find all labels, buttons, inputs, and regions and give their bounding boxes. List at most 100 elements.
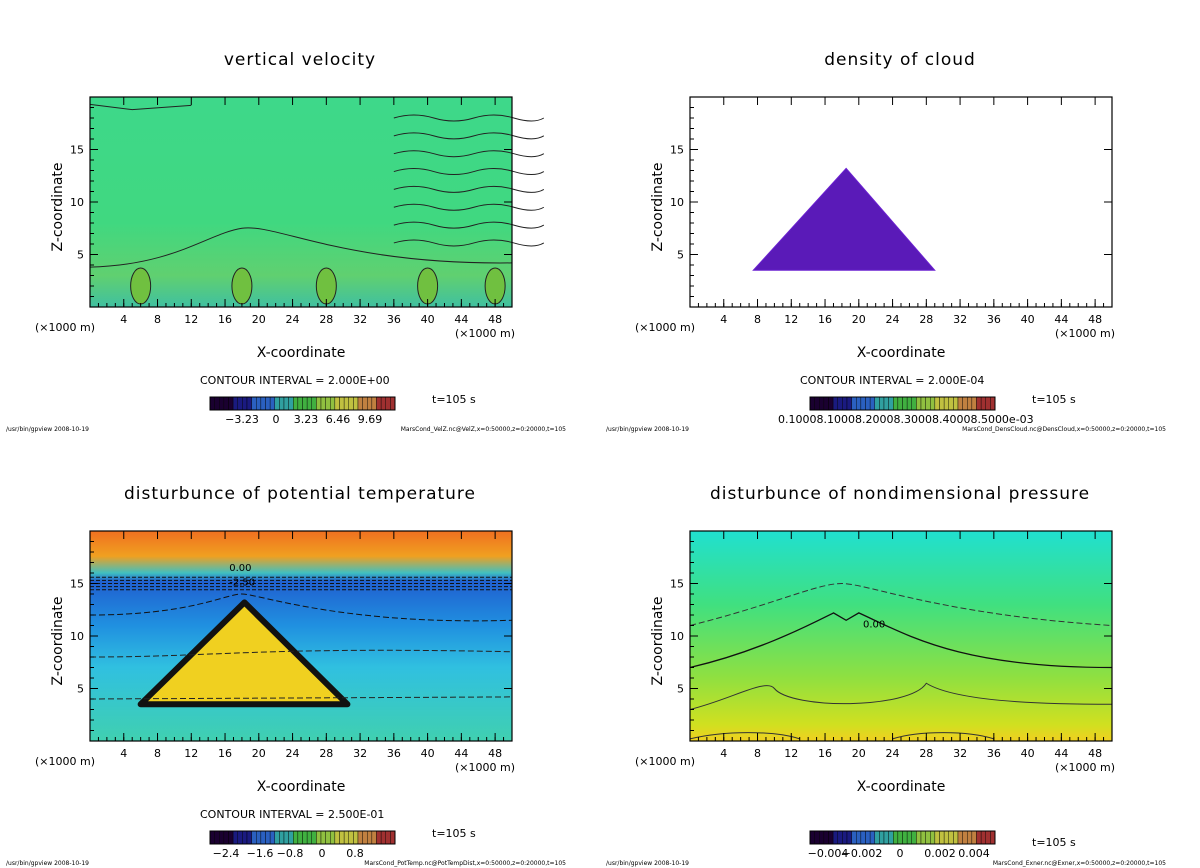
x-tick-label: 8: [154, 313, 161, 326]
colorbar-tick-label: 0.004: [958, 847, 990, 860]
colorbar-cell: [390, 830, 396, 845]
contour-line: [89, 227, 513, 268]
colorbar-cell: [851, 830, 857, 845]
colorbar-cell: [819, 396, 825, 411]
time-label: t=105 s: [1032, 393, 1076, 406]
colorbar-cell: [343, 396, 349, 411]
colorbar-cell: [251, 396, 257, 411]
plot-panel: 0.00 -2.50 4 8 12 16 20 24 28 32 36 40 44 48 5 10 15 (×10…: [0, 434, 600, 868]
colorbar-cell: [362, 396, 368, 411]
plot-title: density of cloud: [824, 50, 976, 70]
x-tick-label: 24: [886, 313, 900, 326]
colorbar-cell: [246, 396, 252, 411]
contour-interval: CONTOUR INTERVAL = 2.500E-01: [200, 808, 385, 821]
colorbar-frame: [809, 830, 996, 845]
contour-line: [393, 150, 545, 158]
plot-title: disturbunce of nondimensional pressure: [709, 484, 1091, 504]
colorbar-cell: [306, 396, 312, 411]
colorbar-tick-label: 3.23: [294, 413, 319, 426]
colorbar-cell: [260, 396, 266, 411]
x-tick-label: 20: [852, 747, 866, 760]
colorbar-cell: [274, 396, 280, 411]
y-tick-label: 15: [70, 578, 84, 591]
colorbar-cell: [269, 396, 275, 411]
x-tick-label: 16: [218, 313, 232, 326]
colorbar-cell: [242, 830, 248, 845]
x-tick-label: 24: [886, 747, 900, 760]
y-axis-label: Z-coordinate: [650, 162, 666, 251]
colorbar-cell: [232, 396, 238, 411]
colorbar-cell: [367, 396, 373, 411]
contour-label: 0.00: [229, 563, 251, 574]
field-fill: [690, 97, 1112, 307]
colorbar-cell: [893, 830, 899, 845]
colorbar-cell: [279, 396, 285, 411]
colorbar-cell: [819, 830, 825, 845]
colorbar-cell: [343, 830, 349, 845]
time-label: t=105 s: [1032, 836, 1076, 849]
contour-line: [89, 103, 192, 111]
colorbar-cell: [380, 396, 386, 411]
colorbar-cell: [832, 830, 838, 845]
plot-panel: 4 8 12 16 20 24 28 32 36 40 44 48 5 10 15 (×1000 m) (×10…: [0, 0, 600, 434]
colorbar-tick-label: −0.002: [842, 847, 883, 860]
colorbar-cell: [943, 830, 949, 845]
colorbar-tick-label: 0: [897, 847, 904, 860]
colorbar-cell: [339, 830, 345, 845]
colorbar-cell: [948, 396, 954, 411]
colorbar-cell: [953, 830, 959, 845]
x-tick-label: 24: [286, 747, 300, 760]
x-tick-label: 44: [1054, 313, 1068, 326]
field-fill: [90, 531, 512, 741]
x-tick-label: 16: [818, 747, 832, 760]
x-tick-label: 8: [754, 313, 761, 326]
colorbar-cell: [362, 830, 368, 845]
colorbar-cell: [916, 396, 922, 411]
colorbar-cell: [232, 830, 238, 845]
updraft-cell: [484, 267, 506, 305]
source-info: MarsCond_Exner.nc@Exner,x=0:50000,z=0:20…: [992, 860, 1166, 867]
contour-line: [393, 114, 545, 122]
colorbar-cell: [971, 830, 977, 845]
x-tick-label: 16: [218, 747, 232, 760]
colorbar-cell: [971, 396, 977, 411]
colorbar-cell: [237, 396, 243, 411]
colorbar-cell: [256, 396, 262, 411]
y-tick-label: 10: [70, 196, 84, 209]
colorbar-cell: [832, 396, 838, 411]
colorbar-cell: [265, 830, 271, 845]
x-tick-label: 28: [919, 747, 933, 760]
colorbar-cell: [223, 830, 229, 845]
colorbar-cell: [962, 830, 968, 845]
x-tick-label: 44: [1054, 747, 1068, 760]
colorbar-cell: [823, 396, 829, 411]
colorbar-cell: [209, 396, 215, 411]
x-tick-label: 36: [387, 747, 401, 760]
colorbar-cell: [246, 830, 252, 845]
colorbar-cell: [897, 830, 903, 845]
y-tick-label: 15: [70, 144, 84, 157]
x-unit-left: (×1000 m): [35, 321, 95, 334]
cloud-heating-region: [137, 599, 351, 708]
colorbar-tick-label: 0: [319, 847, 326, 860]
colorbar-cell: [925, 830, 931, 845]
colorbar-cell: [930, 396, 936, 411]
colorbar-cell: [809, 830, 815, 845]
colorbar-cell: [879, 830, 885, 845]
colorbar-cell: [865, 830, 871, 845]
colorbar-cell: [874, 830, 880, 845]
colorbar-cell: [990, 396, 996, 411]
colorbar-cell: [976, 830, 982, 845]
x-tick-label: 28: [319, 747, 333, 760]
contour-line: [393, 132, 545, 140]
colorbar-tick-label: −2.4: [213, 847, 240, 860]
colorbar-cell: [828, 830, 834, 845]
colorbar-cell: [902, 830, 908, 845]
colorbar-cell: [302, 396, 308, 411]
colorbar-cell: [297, 830, 303, 845]
contour-label: -2.50: [229, 578, 255, 589]
cloud-region: [752, 167, 936, 271]
contour-line: [393, 221, 545, 229]
x-tick-label: 40: [421, 313, 435, 326]
